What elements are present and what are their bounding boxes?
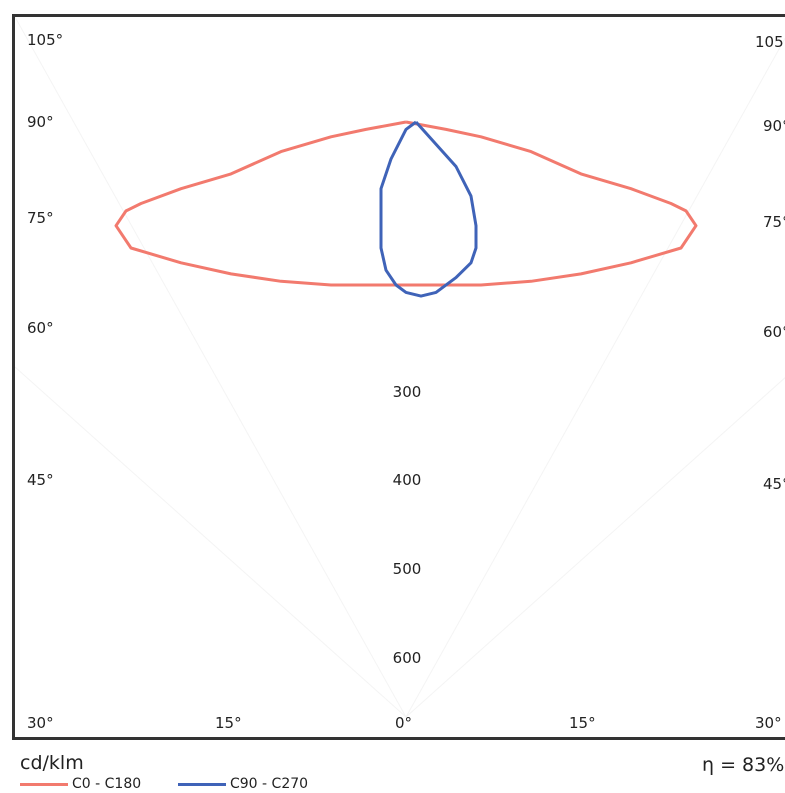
angle-label-bottom-left-30: 30° [27,714,54,732]
angle-label-right-60: 60° [763,323,785,341]
legend-swatch-c0-c180 [20,782,68,786]
polar-chart [15,17,785,718]
series-line-c90-c270 [379,120,478,298]
legend-label-c90-c270: C90 - C270 [230,776,309,792]
angle-label-right-105: 105° [755,33,785,51]
angle-label-left-60: 60° [27,319,54,337]
angle-label-right-90: 90° [763,117,785,135]
angle-label-right-45: 45° [763,475,785,493]
angle-label-left-45: 45° [27,471,54,489]
series-line-c0-c180 [114,120,698,287]
angle-label-left-75: 75° [27,209,54,227]
legend-item-c90-c270: C90 - C270 [178,776,308,792]
angle-label-right-75: 75° [763,213,785,231]
radial-tick-400: 400 [392,471,422,489]
angle-label-bottom-0: 0° [395,714,413,732]
chart-frame: 105° 90° 75° 60° 45° 30° 105° 90° 75° 60… [12,14,785,740]
grid-line [15,17,407,718]
angle-label-bottom-15-right: 15° [569,714,596,732]
unit-label: cd/klm [20,752,84,774]
legend-swatch-c90-c270 [178,782,226,786]
radial-tick-300: 300 [392,383,422,401]
angle-label-left-105: 105° [27,31,64,49]
angle-label-bottom-right-30: 30° [755,714,782,732]
grid-line [405,37,785,718]
legend-label-c0-c180: C0 - C180 [72,776,142,792]
radial-tick-500: 500 [392,560,422,578]
radial-tick-600: 600 [392,649,422,667]
grid-line [15,366,407,718]
efficiency-label: η = 83% [702,754,785,776]
angle-label-left-90: 90° [27,113,54,131]
angle-label-bottom-15-left: 15° [215,714,242,732]
legend-item-c0-c180: C0 - C180 [20,776,141,792]
grid-line [405,377,785,718]
